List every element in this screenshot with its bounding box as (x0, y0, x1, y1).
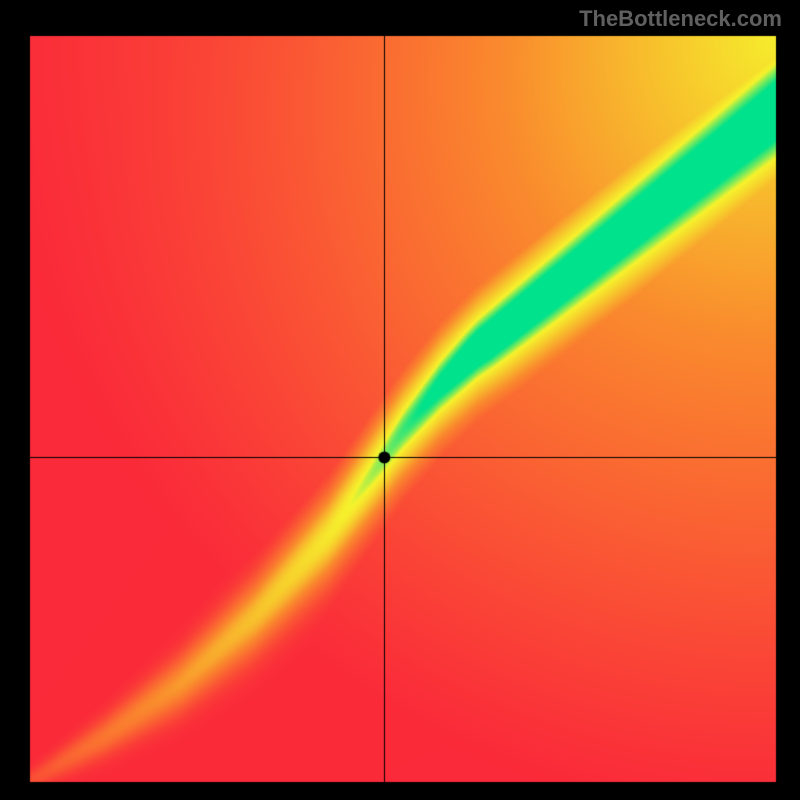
bottleneck-heatmap-canvas (0, 0, 800, 800)
watermark-text: TheBottleneck.com (579, 6, 782, 32)
